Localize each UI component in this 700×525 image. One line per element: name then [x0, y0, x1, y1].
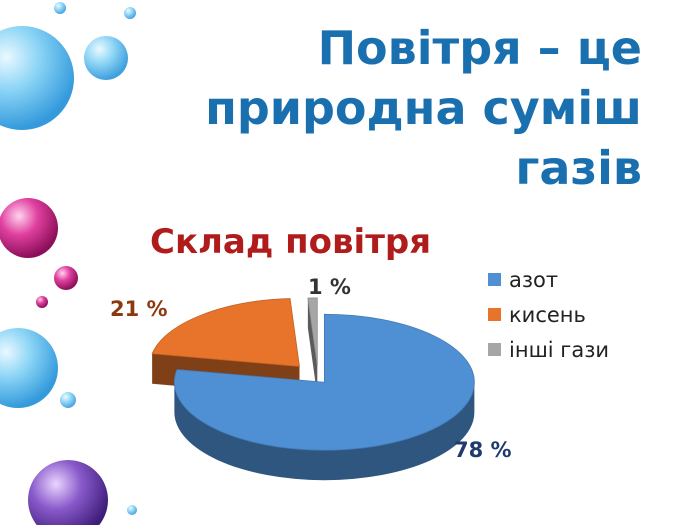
legend-label: азот	[509, 267, 559, 292]
legend-item-inshi: інші гази	[488, 332, 609, 367]
bubble	[0, 328, 58, 408]
bubble	[36, 296, 48, 308]
data-label-kysen: 21 %	[110, 297, 168, 321]
pie-slice-wall	[307, 298, 318, 396]
chart-title: Склад повітря	[150, 222, 432, 262]
data-label-azot: 78 %	[454, 438, 512, 462]
bubble	[54, 2, 66, 14]
legend-swatch	[488, 273, 501, 286]
slide-title-line: газів	[515, 141, 642, 195]
bubble	[84, 36, 128, 80]
bubble	[60, 392, 76, 408]
slide-title: Повітря – це природна суміш газів	[82, 18, 642, 198]
legend-swatch	[488, 308, 501, 321]
bubble	[124, 7, 136, 19]
bubble	[0, 198, 58, 258]
bubble	[54, 266, 78, 290]
legend-label: інші гази	[509, 337, 610, 362]
slide-title-line: Повітря – це	[317, 21, 642, 75]
legend-swatch	[488, 343, 501, 356]
pie-slice-azot	[173, 313, 475, 451]
bubble	[28, 460, 108, 525]
legend-item-azot: азот	[488, 262, 609, 297]
pie-slice-kysen	[151, 298, 300, 367]
data-label-inshi: 1 %	[308, 275, 351, 299]
bubble	[127, 505, 137, 515]
bubble	[0, 26, 74, 130]
slide-title-line: природна суміш	[205, 81, 642, 135]
legend-item-kysen: кисень	[488, 297, 609, 332]
pie-slice-side	[174, 382, 475, 481]
legend-label: кисень	[509, 302, 586, 327]
pie-slice-inshi	[307, 297, 318, 366]
chart-legend: азот кисень інші гази	[488, 262, 609, 367]
